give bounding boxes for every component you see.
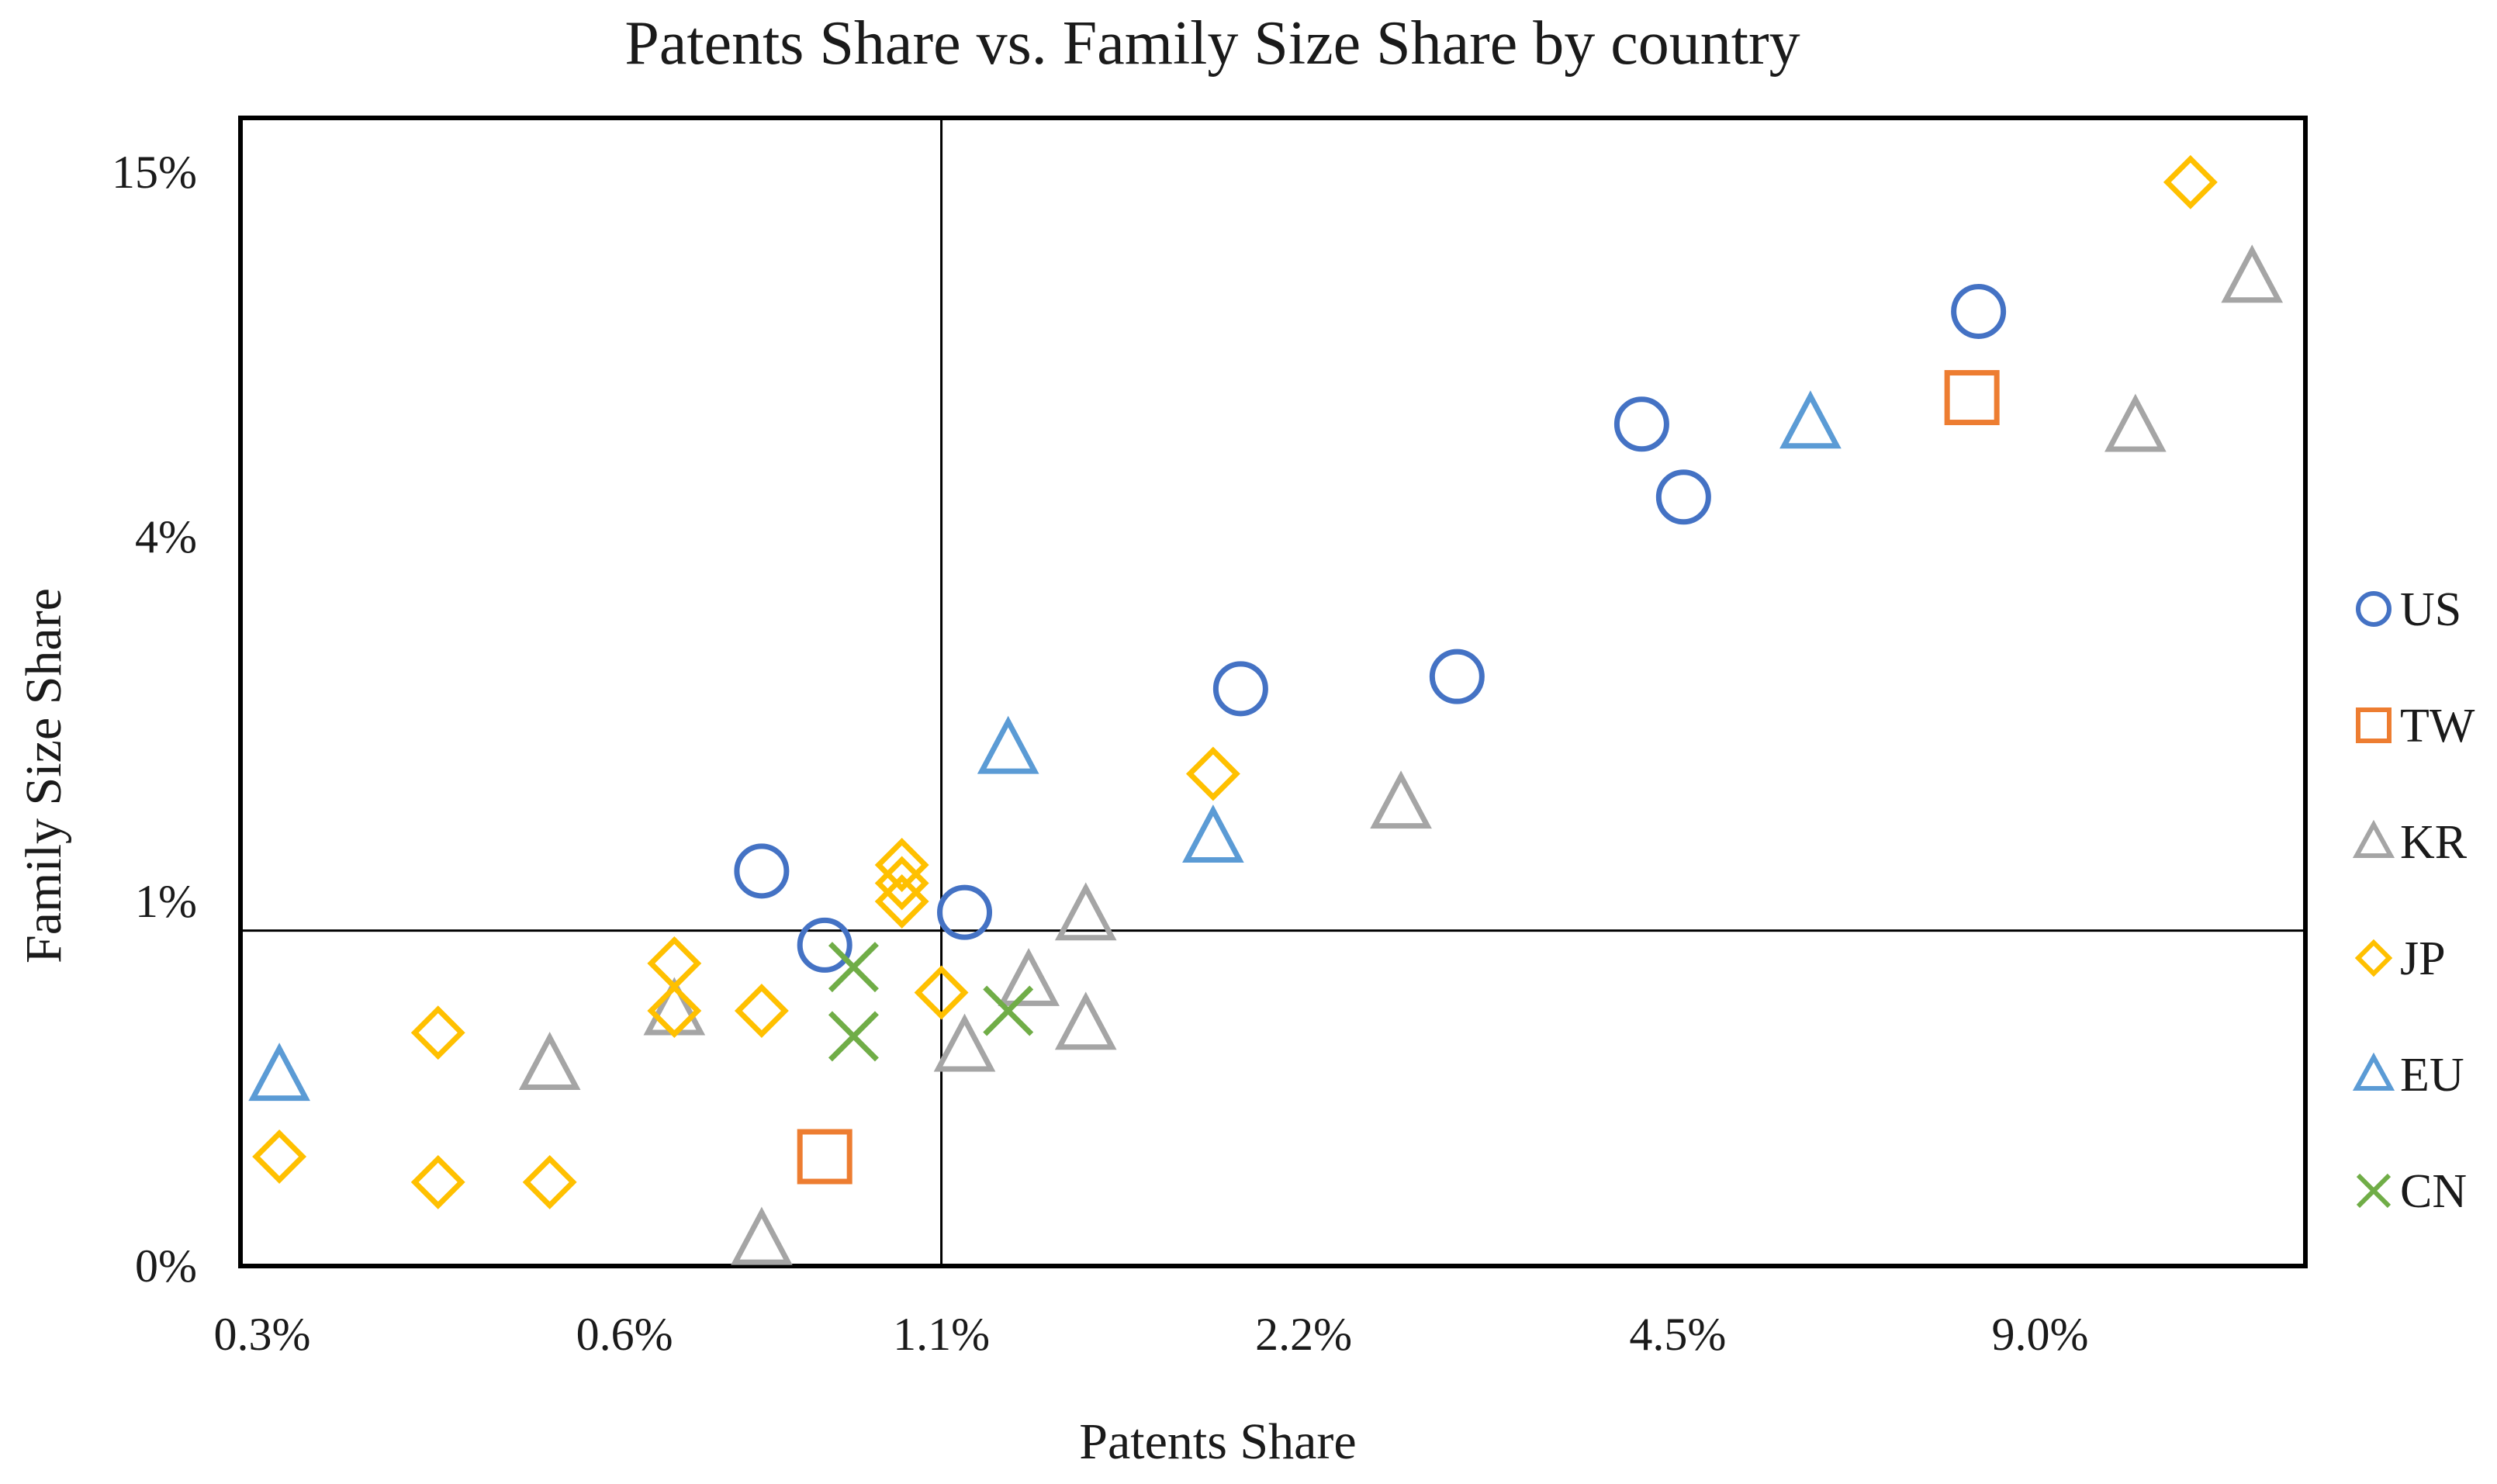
data-point-kr — [1054, 991, 1117, 1050]
data-point-us — [797, 917, 853, 973]
data-point-jp — [522, 1154, 577, 1209]
data-point-us — [734, 843, 790, 899]
data-point-kr — [518, 1032, 581, 1090]
legend-marker-eu — [2352, 1052, 2395, 1091]
data-point-jp — [1185, 746, 1240, 801]
y-tick-label: 0% — [135, 1240, 197, 1292]
data-point-kr — [2221, 244, 2284, 303]
legend-label-tw: TW — [2400, 700, 2475, 752]
legend-label-cn: CN — [2400, 1165, 2467, 1218]
data-point-us — [1655, 469, 1711, 525]
series-tw — [797, 370, 2000, 1185]
y-tick-label: 1% — [135, 876, 197, 927]
legend-marker-tw — [2356, 707, 2392, 743]
data-point-cn — [828, 942, 879, 993]
data-point-jp — [410, 1154, 465, 1209]
legend-marker-kr — [2352, 819, 2395, 858]
data-point-tw — [797, 1129, 853, 1185]
x-tick-label: 1.1% — [893, 1309, 990, 1360]
y-tick-label: 15% — [112, 147, 197, 198]
legend-marker-us — [2356, 591, 2392, 627]
series-us — [734, 283, 2007, 973]
legend-item-cn: CN — [2356, 1165, 2467, 1218]
data-point-jp — [874, 838, 929, 892]
legend-item-kr: KR — [2352, 816, 2468, 869]
series-kr — [518, 244, 2284, 1265]
data-point-kr — [933, 1013, 996, 1072]
legend-label-us: US — [2400, 583, 2461, 636]
data-point-jp — [410, 1005, 465, 1060]
series-jp — [252, 154, 2218, 1209]
legend-label-kr: KR — [2400, 816, 2468, 869]
x-axis-title: Patents Share — [1079, 1413, 1356, 1470]
data-point-eu — [977, 715, 1039, 774]
data-point-kr — [998, 947, 1060, 1006]
y-tick-label: 4% — [135, 511, 197, 562]
data-point-jp — [874, 874, 929, 929]
legend-item-us: US — [2356, 583, 2461, 636]
data-point-jp — [647, 984, 702, 1038]
legend-item-jp: JP — [2354, 932, 2446, 985]
data-point-kr — [1054, 882, 1117, 941]
legend-marker-jp — [2354, 939, 2393, 977]
x-tick-label: 9.0% — [1992, 1309, 2089, 1360]
data-point-us — [1212, 661, 1268, 717]
series-eu — [248, 390, 1842, 1102]
data-point-kr — [731, 1206, 793, 1265]
legend-label-eu: EU — [2400, 1049, 2464, 1102]
data-point-cn — [983, 985, 1034, 1036]
data-points — [248, 154, 2284, 1265]
data-point-jp — [2163, 154, 2218, 209]
data-point-jp — [252, 1129, 307, 1184]
data-point-us — [1613, 396, 1669, 452]
x-tick-label: 4.5% — [1629, 1309, 1726, 1360]
data-point-tw — [1944, 370, 2000, 426]
legend-item-eu: EU — [2352, 1049, 2464, 1102]
plot-area — [238, 116, 2308, 1268]
legend-marker-cn — [2356, 1173, 2392, 1209]
legend-label-jp: JP — [2400, 932, 2446, 985]
x-tick-label: 0.3% — [214, 1309, 311, 1360]
data-point-jp — [914, 965, 969, 1020]
data-point-jp — [734, 984, 789, 1038]
data-point-us — [1951, 283, 2007, 339]
x-axis-ticks: 0.3% 0.6% 1.1% 2.2% 4.5% 9.0% — [214, 1309, 2089, 1360]
data-point-eu — [248, 1043, 310, 1102]
data-point-kr — [2104, 393, 2167, 452]
legend-item-tw: TW — [2356, 700, 2475, 752]
data-point-us — [1429, 649, 1485, 704]
data-point-us — [937, 884, 993, 940]
y-axis-title: Family Size Share — [16, 588, 72, 963]
series-cn — [828, 942, 1034, 1062]
data-point-eu — [1182, 804, 1244, 863]
legend: US TW KR JP EU CN — [2352, 583, 2475, 1218]
x-tick-label: 0.6% — [576, 1309, 673, 1360]
reference-lines — [240, 118, 2305, 1266]
x-tick-label: 2.2% — [1255, 1309, 1352, 1360]
data-point-cn — [828, 1011, 879, 1062]
data-point-eu — [1779, 390, 1842, 449]
y-axis-ticks: 0% 1% 4% 15% — [112, 147, 197, 1292]
data-point-jp — [874, 856, 929, 911]
chart-title: Patents Share vs. Family Size Share by c… — [624, 9, 1800, 78]
data-point-kr — [1370, 770, 1432, 829]
